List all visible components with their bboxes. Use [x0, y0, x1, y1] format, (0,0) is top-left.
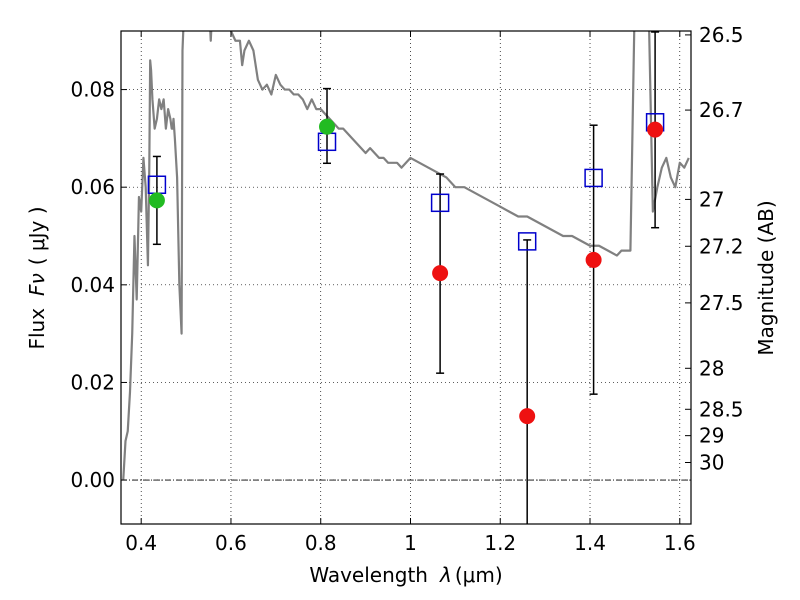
y-tick-label: 0.08	[70, 78, 115, 102]
model-square-layer	[147, 113, 665, 251]
y2-tick-label: 27.5	[699, 291, 744, 315]
y2-tick-label: 26.7	[699, 98, 744, 122]
errorbar-layer	[152, 31, 660, 524]
x-tick-label: 1.6	[664, 531, 696, 555]
observed-point	[432, 265, 449, 282]
y2-tick-label: 28.5	[699, 397, 744, 421]
y2-tick-label: 28	[699, 356, 724, 380]
observed-point	[319, 118, 336, 135]
observed-point	[647, 121, 664, 138]
y-tick-label: 0.00	[70, 468, 115, 492]
model-square	[517, 232, 537, 251]
x-ticks: 0.4 0.6 0.8 1 1.2 1.4 1.6	[125, 31, 696, 555]
x-axis-label: Wavelength λ (μm)	[309, 563, 502, 587]
observed-point	[519, 408, 536, 425]
y2-tick-label: 27	[699, 187, 724, 211]
x-tick-label: 1	[404, 531, 417, 555]
plot-frame	[120, 30, 692, 525]
observed-point	[585, 251, 602, 268]
y2-tick-label: 26.5	[699, 23, 744, 47]
y2-axis-label: Magnitude (AB)	[754, 200, 778, 355]
observed-point	[148, 192, 165, 209]
y-tick-label: 0.06	[70, 175, 115, 199]
y2-tick-label: 27.2	[699, 234, 744, 258]
y2-tick-label: 30	[699, 450, 724, 474]
observed-point-layer	[148, 118, 664, 425]
x-tick-label: 1.4	[574, 531, 606, 555]
model-square	[584, 168, 603, 188]
x-tick-label: 0.6	[215, 531, 247, 555]
sed-curve	[122, 31, 690, 481]
y2-tick-label: 29	[699, 424, 724, 448]
y-ticks: 0.00 0.02 0.04 0.06 0.08	[70, 78, 127, 492]
grid-layer	[121, 31, 691, 524]
y-tick-label: 0.02	[70, 370, 115, 394]
y-tick-label: 0.04	[70, 273, 115, 297]
x-tick-label: 0.4	[125, 531, 157, 555]
sed-curve-layer	[122, 31, 690, 481]
y-axis-label: FluxFν( μJy )	[25, 206, 49, 349]
x-tick-label: 1.2	[484, 531, 516, 555]
x-tick-label: 0.8	[305, 531, 337, 555]
model-square	[430, 193, 450, 213]
